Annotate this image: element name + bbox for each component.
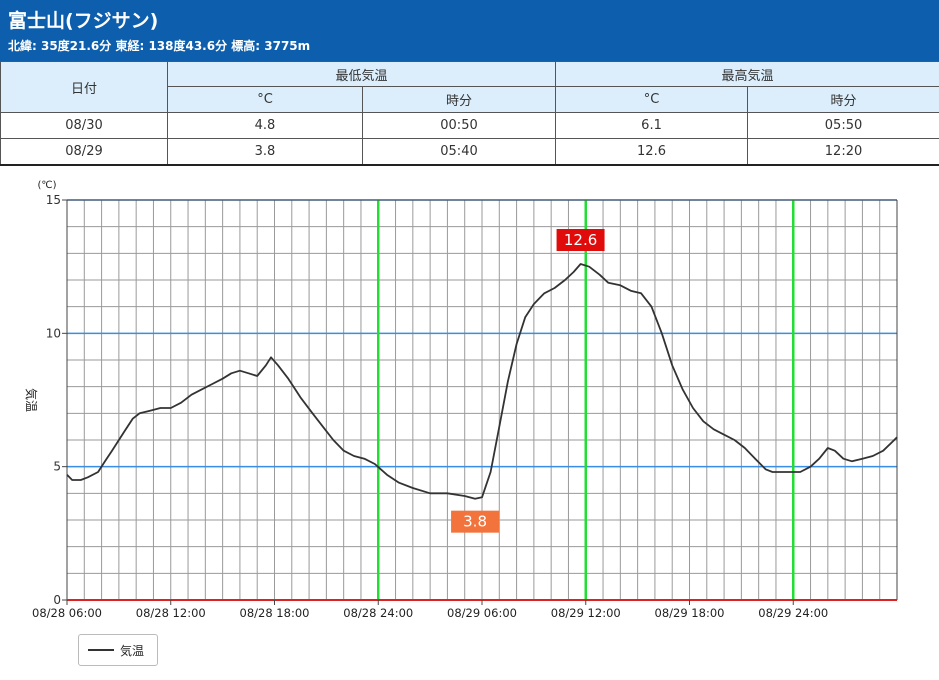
date-header: 日付	[0, 61, 168, 113]
station-title: 富士山(フジサン)	[8, 10, 159, 32]
row-date: 08/30	[0, 112, 168, 139]
temperature-summary-table: 日付 最低気温 最高気温 °C 時分 °C 時分 08/30 4.8 00:50…	[0, 61, 939, 166]
row-min-time: 05:40	[361, 138, 557, 166]
x-tick-label: 08/28 18:00	[240, 606, 310, 620]
legend-label: 気温	[120, 644, 145, 658]
row-max-time: 12:20	[747, 138, 939, 166]
max-time-header: 時分	[747, 86, 939, 113]
station-info: 北緯: 35度21.6分 東経: 138度43.6分 標高: 3775m	[8, 39, 311, 53]
y-unit-label: (℃)	[37, 180, 56, 191]
series-line-temperature	[66, 263, 898, 500]
min-time-header: 時分	[361, 86, 557, 113]
table-row: 08/30 4.8 00:50 6.1 05:50	[0, 112, 939, 139]
row-max-temp: 6.1	[555, 112, 749, 139]
x-tick-label: 08/29 24:00	[758, 606, 828, 620]
min-value-label: 3.8	[463, 513, 487, 531]
row-min-time: 00:50	[361, 112, 557, 139]
temperature-chart: 0 5 10 15 08/28 06:00 08/28 12:00 08/28 18:00 0…	[24, 180, 898, 620]
x-tick-label: 08/28 24:00	[343, 606, 413, 620]
y-tick-label: 0	[53, 593, 61, 607]
max-unit-header: °C	[555, 86, 749, 113]
min-value-box	[451, 510, 500, 533]
x-tick-label: 08/28 06:00	[32, 606, 102, 620]
y-axis-title: 気温	[24, 388, 39, 412]
row-min-temp: 3.8	[167, 138, 363, 166]
row-max-time: 05:50	[747, 112, 939, 139]
row-date: 08/29	[0, 138, 168, 166]
y-tick-label: 15	[46, 193, 61, 207]
row-max-temp: 12.6	[555, 138, 749, 166]
y-tick-label: 5	[53, 460, 61, 474]
max-value-label: 12.6	[564, 231, 597, 249]
x-tick-label: 08/28 12:00	[136, 606, 206, 620]
row-min-temp: 4.8	[167, 112, 363, 139]
min-unit-header: °C	[167, 86, 363, 113]
min-temp-header: 最低気温	[166, 61, 557, 87]
y-tick-label: 10	[46, 326, 61, 340]
station-header: 富士山(フジサン) 北緯: 35度21.6分 東経: 138度43.6分 標高:…	[0, 0, 939, 61]
legend-line-swatch	[88, 649, 114, 651]
max-temp-header: 最高気温	[555, 61, 939, 87]
table-row: 08/29 3.8 05:40 12.6 12:20	[0, 138, 939, 166]
x-tick-label: 08/29 06:00	[447, 606, 517, 620]
x-tick-label: 08/29 18:00	[655, 606, 725, 620]
legend[interactable]: 気温	[78, 634, 158, 666]
max-value-box	[556, 229, 605, 251]
x-tick-label: 08/29 12:00	[551, 606, 621, 620]
